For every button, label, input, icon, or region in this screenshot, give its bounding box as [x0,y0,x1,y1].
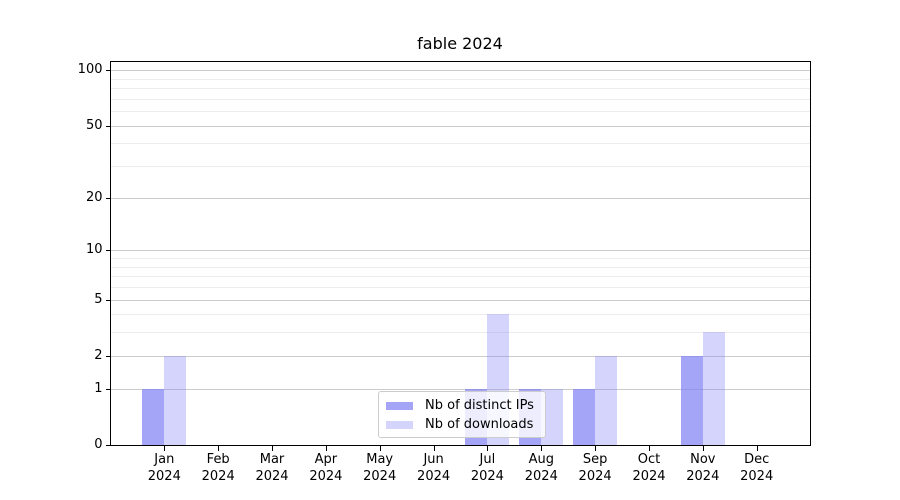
legend-label-downloads: Nb of downloads [425,417,534,432]
legend-swatch-downloads [386,420,413,429]
gridline-minor [111,314,810,316]
legend: Nb of distinct IPs Nb of downloads [378,391,546,438]
x-tick-mark-oct [649,446,650,451]
x-tick-month: Feb [206,452,230,467]
gridline-minor [111,266,810,268]
x-tick-year: 2024 [255,469,289,484]
y-tick-label-10: 10 [85,242,103,258]
y-tick-mark-5 [105,299,111,301]
x-tick-mark-sep [595,446,597,451]
x-tick-label-may: May 2024 [348,451,412,485]
x-tick-year: 2024 [578,469,612,484]
x-tick-month: Jun [423,452,444,467]
x-tick-label-dec: Dec 2024 [725,451,789,485]
chart-title: fable 2024 [417,34,503,53]
x-tick-mark-nov [702,446,704,451]
x-tick-year: 2024 [686,469,720,484]
x-tick-year: 2024 [201,469,235,484]
x-tick-label-nov: Nov 2024 [671,451,735,485]
x-tick-year: 2024 [470,469,504,484]
x-tick-year: 2024 [309,469,343,484]
x-tick-month: Aug [528,452,554,467]
y-tick-label-5: 5 [94,291,103,307]
x-tick-month: Oct [637,452,661,467]
y-tick-mark-2 [105,355,111,357]
x-tick-mark-feb [218,446,220,451]
y-tick-label-20: 20 [85,189,103,205]
gridline-minor [111,78,810,80]
x-tick-mark-may [379,446,381,451]
bar-nb-of-distinct-ips-sep [573,388,596,445]
x-tick-year: 2024 [524,469,558,484]
bar-nb-of-downloads-sep [595,355,618,445]
bar-nb-of-downloads-nov [702,332,725,445]
gridline-major [111,70,810,72]
y-tick-label-1: 1 [94,380,103,396]
gridline-minor [111,258,810,259]
gridline-major [111,250,810,252]
legend-item-distinct-ips: Nb of distinct IPs [386,396,541,415]
x-tick-label-sep: Sep 2024 [563,451,627,485]
x-tick-mark-jul [487,446,489,451]
bar-nb-of-distinct-ips-nov [680,355,703,445]
x-tick-month: Jul [479,452,496,467]
gridline-major [111,197,810,199]
y-tick-mark-20 [105,197,111,199]
x-tick-mark-apr [325,446,327,451]
x-tick-label-oct: Oct 2024 [617,451,681,485]
x-tick-mark-aug [541,446,543,451]
x-tick-mark-jan [164,446,166,451]
gridline-minor [111,286,810,288]
legend-swatch-distinct-ips [386,401,413,410]
legend-item-downloads: Nb of downloads [386,415,541,434]
y-tick-mark-1 [105,388,111,390]
x-tick-year: 2024 [740,469,774,484]
x-tick-month: Apr [314,452,338,467]
x-tick-month: Dec [744,452,770,467]
x-tick-month: May [366,452,394,467]
x-tick-year: 2024 [363,469,397,484]
x-tick-year: 2024 [417,469,451,484]
bar-nb-of-downloads-aug [541,388,564,445]
gridline-minor [111,143,810,145]
x-tick-label-jul: Jul 2024 [455,451,519,485]
y-tick-label-0: 0 [94,437,103,452]
gridline-major [111,125,810,127]
gridline-minor [111,98,810,100]
gridline-minor [111,166,810,168]
x-tick-label-aug: Aug 2024 [509,451,573,485]
y-tick-label-2: 2 [94,347,103,363]
y-tick-mark-50 [105,125,111,127]
x-tick-month: Jan [154,452,175,467]
y-tick-mark-100 [105,70,111,72]
y-tick-label-50: 50 [85,117,103,133]
x-tick-month: Mar [259,452,285,467]
x-tick-month: Nov [690,452,716,467]
x-tick-mark-mar [272,446,273,451]
y-tick-label-100: 100 [77,62,103,78]
x-tick-mark-jun [433,446,435,451]
x-tick-label-feb: Feb 2024 [186,451,250,485]
gridline-minor [111,111,810,113]
gridline-major [111,299,810,301]
x-tick-year: 2024 [632,469,666,484]
x-tick-label-jun: Jun 2024 [402,451,466,485]
y-tick-mark-0 [105,445,111,446]
bar-nb-of-downloads-jan [164,355,187,445]
x-tick-label-mar: Mar 2024 [240,451,304,485]
y-tick-mark-10 [105,250,111,252]
gridline-minor [111,88,810,89]
gridline-minor [111,276,810,278]
x-tick-mark-dec [756,446,758,451]
x-tick-month: Sep [582,452,608,467]
legend-label-distinct-ips: Nb of distinct IPs [425,398,534,413]
x-tick-label-apr: Apr 2024 [294,451,358,485]
x-tick-label-jan: Jan 2024 [132,451,196,485]
bar-nb-of-distinct-ips-jan [142,388,165,445]
x-tick-year: 2024 [147,469,181,484]
